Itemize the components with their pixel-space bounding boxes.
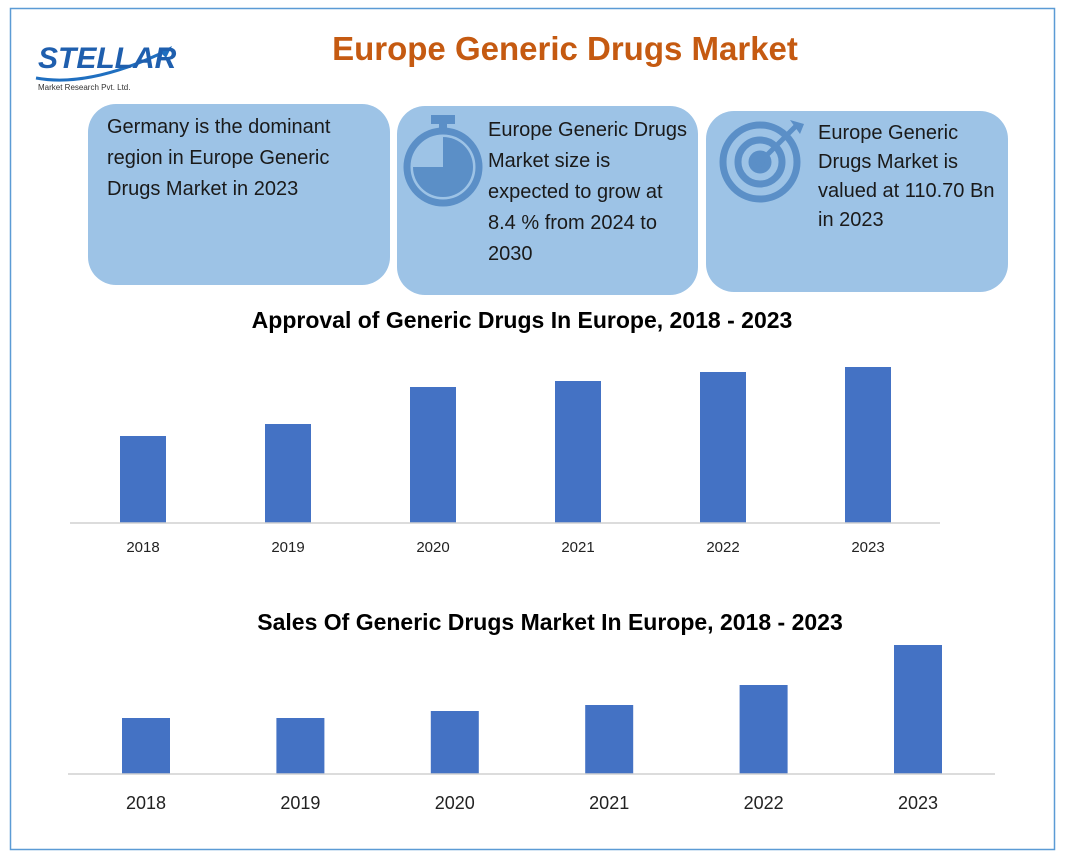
x-tick-label: 2023	[851, 539, 884, 556]
logo: STELLAR Market Research Pvt. Ltd.	[35, 42, 177, 92]
bar	[555, 381, 601, 523]
stopwatch-icon	[403, 115, 483, 207]
frame	[9, 7, 1056, 851]
x-tick-label: 2022	[706, 539, 739, 556]
info-box-bg	[397, 106, 698, 295]
x-tick-label: 2021	[561, 539, 594, 556]
chart-title: Approval of Generic Drugs In Europe, 201…	[252, 307, 793, 333]
bar	[276, 718, 325, 774]
x-tick-label: 2020	[416, 539, 449, 556]
logo-tagline: Market Research Pvt. Ltd.	[38, 83, 130, 92]
bar	[430, 711, 479, 774]
x-tick-label: 2019	[271, 539, 304, 556]
info-text: Europe Generic Drugs Market size is expe…	[488, 119, 687, 265]
bar	[122, 718, 170, 774]
x-tick-label: 2023	[898, 793, 938, 813]
bar	[845, 367, 891, 523]
bar	[700, 372, 746, 523]
x-tick-label: 2020	[435, 793, 475, 813]
bar	[410, 387, 456, 523]
target-icon	[719, 120, 804, 203]
chart-title: Sales Of Generic Drugs Market In Europe,…	[257, 609, 842, 635]
bar	[265, 424, 311, 523]
bar	[894, 645, 942, 774]
bar	[120, 436, 166, 523]
logo-swoosh	[35, 48, 169, 82]
x-tick-label: 2021	[589, 793, 629, 813]
x-tick-label: 2022	[744, 793, 784, 813]
x-tick-label: 2018	[126, 793, 166, 813]
info-text: Europe Generic Drugs Market is valued at…	[818, 122, 995, 231]
info-box: Germany is the dominant region in Europe…	[88, 104, 390, 285]
x-tick-label: 2018	[126, 539, 159, 556]
logo-name: STELLAR	[38, 42, 177, 75]
info-box: Europe Generic Drugs Market size is expe…	[397, 106, 698, 295]
info-text: Germany is the dominant region in Europe…	[107, 116, 331, 200]
bar	[585, 705, 634, 774]
info-box: Europe Generic Drugs Market is valued at…	[706, 111, 1008, 292]
page-title: Europe Generic Drugs Market	[332, 30, 798, 67]
bar	[739, 685, 788, 774]
x-tick-label: 2019	[280, 793, 320, 813]
logo-arrow	[160, 46, 172, 58]
